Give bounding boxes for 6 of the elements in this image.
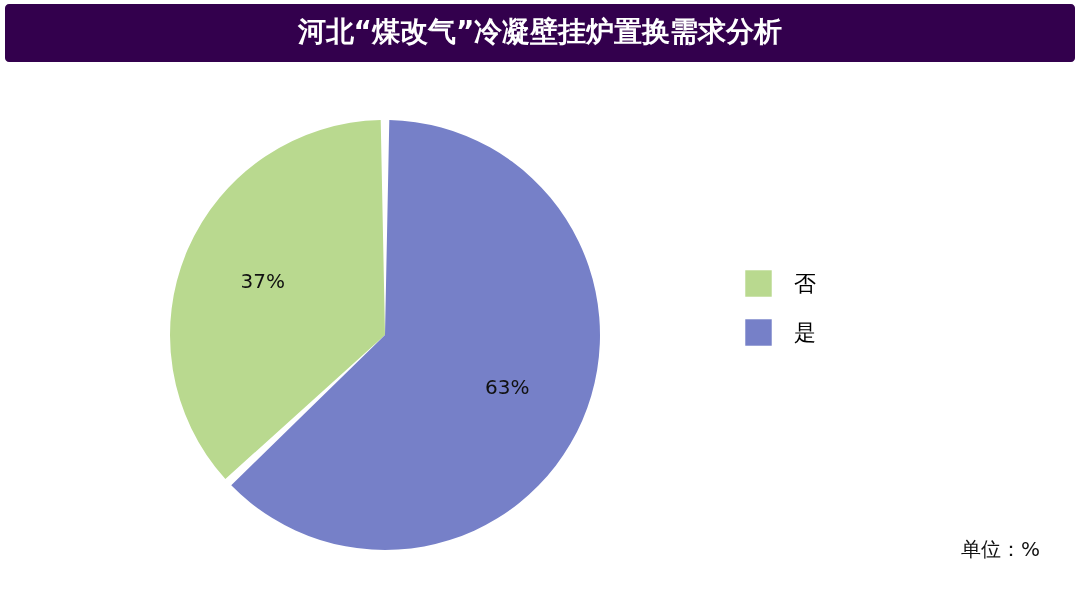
legend-label: 否 <box>794 270 816 296</box>
data-label: 63% <box>485 374 530 399</box>
legend-label: 是 <box>794 319 816 345</box>
chart-title: 河北“煤改气”冷凝壁挂炉置换需求分析 <box>296 15 783 48</box>
data-label: 37% <box>240 269 285 294</box>
text: 单位：% <box>960 537 1040 561</box>
